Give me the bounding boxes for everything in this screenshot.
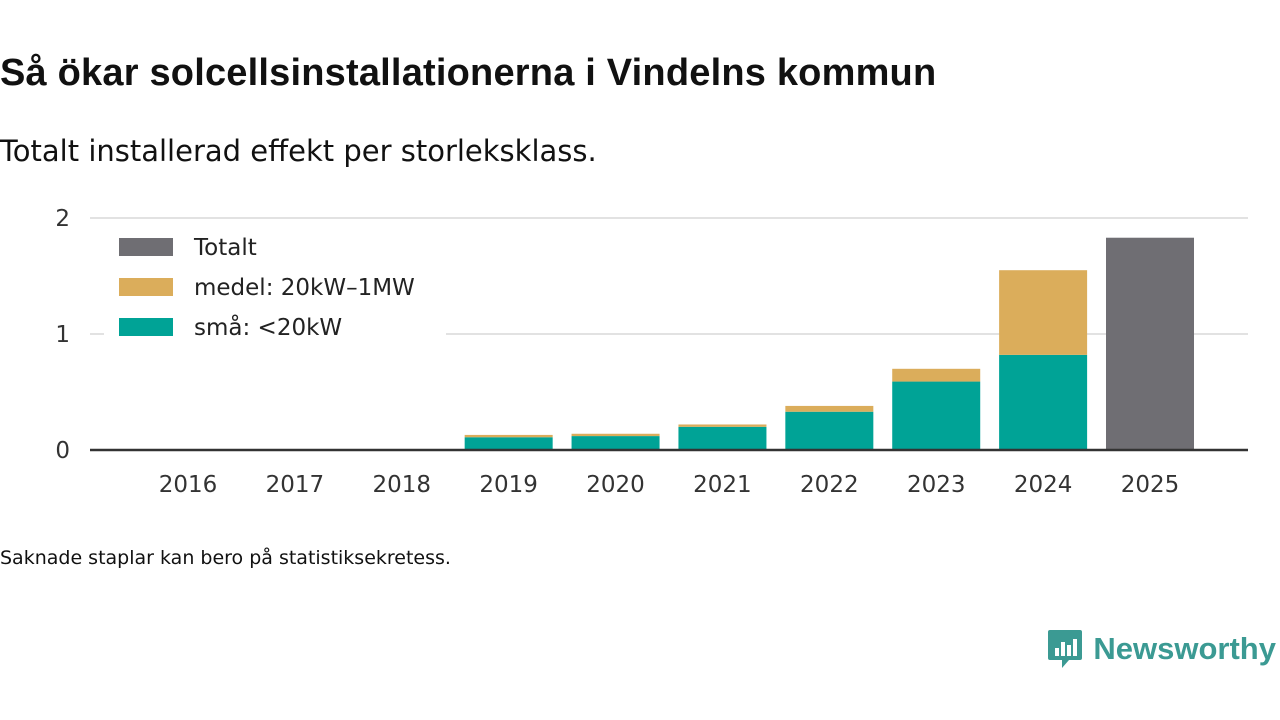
brand: Newsworthy: [1047, 628, 1276, 670]
bar-chart: Totalt medel: 20kW–1MW små: <20kW 0 1 2 2016 2…: [55, 206, 1248, 498]
x-tick-label: 2020: [586, 472, 645, 498]
legend-label-sma: små: <20kW: [194, 313, 342, 341]
bar-totalt-2025: [1106, 237, 1194, 450]
y-tick-label: 2: [55, 206, 70, 232]
x-tick-label: 2019: [479, 472, 538, 498]
legend: Totalt medel: 20kW–1MW små: <20kW: [104, 220, 446, 348]
legend-label-medel: medel: 20kW–1MW: [194, 275, 415, 301]
newsworthy-logo-icon: [1048, 630, 1083, 668]
bar-sma-2023: [892, 381, 981, 450]
x-tick-label: 2023: [907, 472, 966, 498]
chart-title: Så ökar solcellsinstallationerna i Vinde…: [0, 52, 937, 94]
bars: [464, 237, 1194, 450]
x-tick-label: 2024: [1014, 472, 1073, 498]
y-tick-label: 0: [55, 438, 70, 464]
bar-sma-2019: [464, 437, 553, 450]
bar-medel-2019: [464, 434, 553, 438]
brand-name: Newsworthy: [1093, 631, 1276, 666]
x-tick-label: 2025: [1121, 472, 1180, 498]
y-tick-label: 1: [55, 322, 70, 348]
x-tick-label: 2021: [693, 472, 752, 498]
bar-medel-2021: [678, 424, 767, 427]
bar-medel-2023: [892, 368, 981, 382]
bar-medel-2024: [999, 270, 1088, 355]
bar-sma-2022: [785, 411, 874, 450]
legend-swatch-totalt: [119, 238, 173, 256]
x-tick-label: 2016: [159, 472, 218, 498]
legend-label-totalt: Totalt: [193, 235, 257, 261]
bar-medel-2020: [571, 433, 660, 437]
footnote: Saknade staplar kan bero på statistiksek…: [0, 547, 451, 569]
x-tick-label: 2022: [800, 472, 859, 498]
bar-sma-2021: [678, 426, 767, 450]
bar-sma-2020: [571, 436, 660, 450]
chart-subtitle: Totalt installerad effekt per storlekskl…: [0, 134, 597, 168]
bar-medel-2022: [785, 405, 874, 412]
legend-swatch-sma: [119, 318, 173, 336]
x-tick-label: 2018: [373, 472, 432, 498]
x-tick-label: 2017: [266, 472, 325, 498]
legend-swatch-medel: [119, 278, 173, 296]
axes: 0 1 2 2016 2017 2018 2019 2020 2021 2022 2023 2024 2…: [55, 206, 1248, 498]
bar-sma-2024: [999, 354, 1088, 450]
